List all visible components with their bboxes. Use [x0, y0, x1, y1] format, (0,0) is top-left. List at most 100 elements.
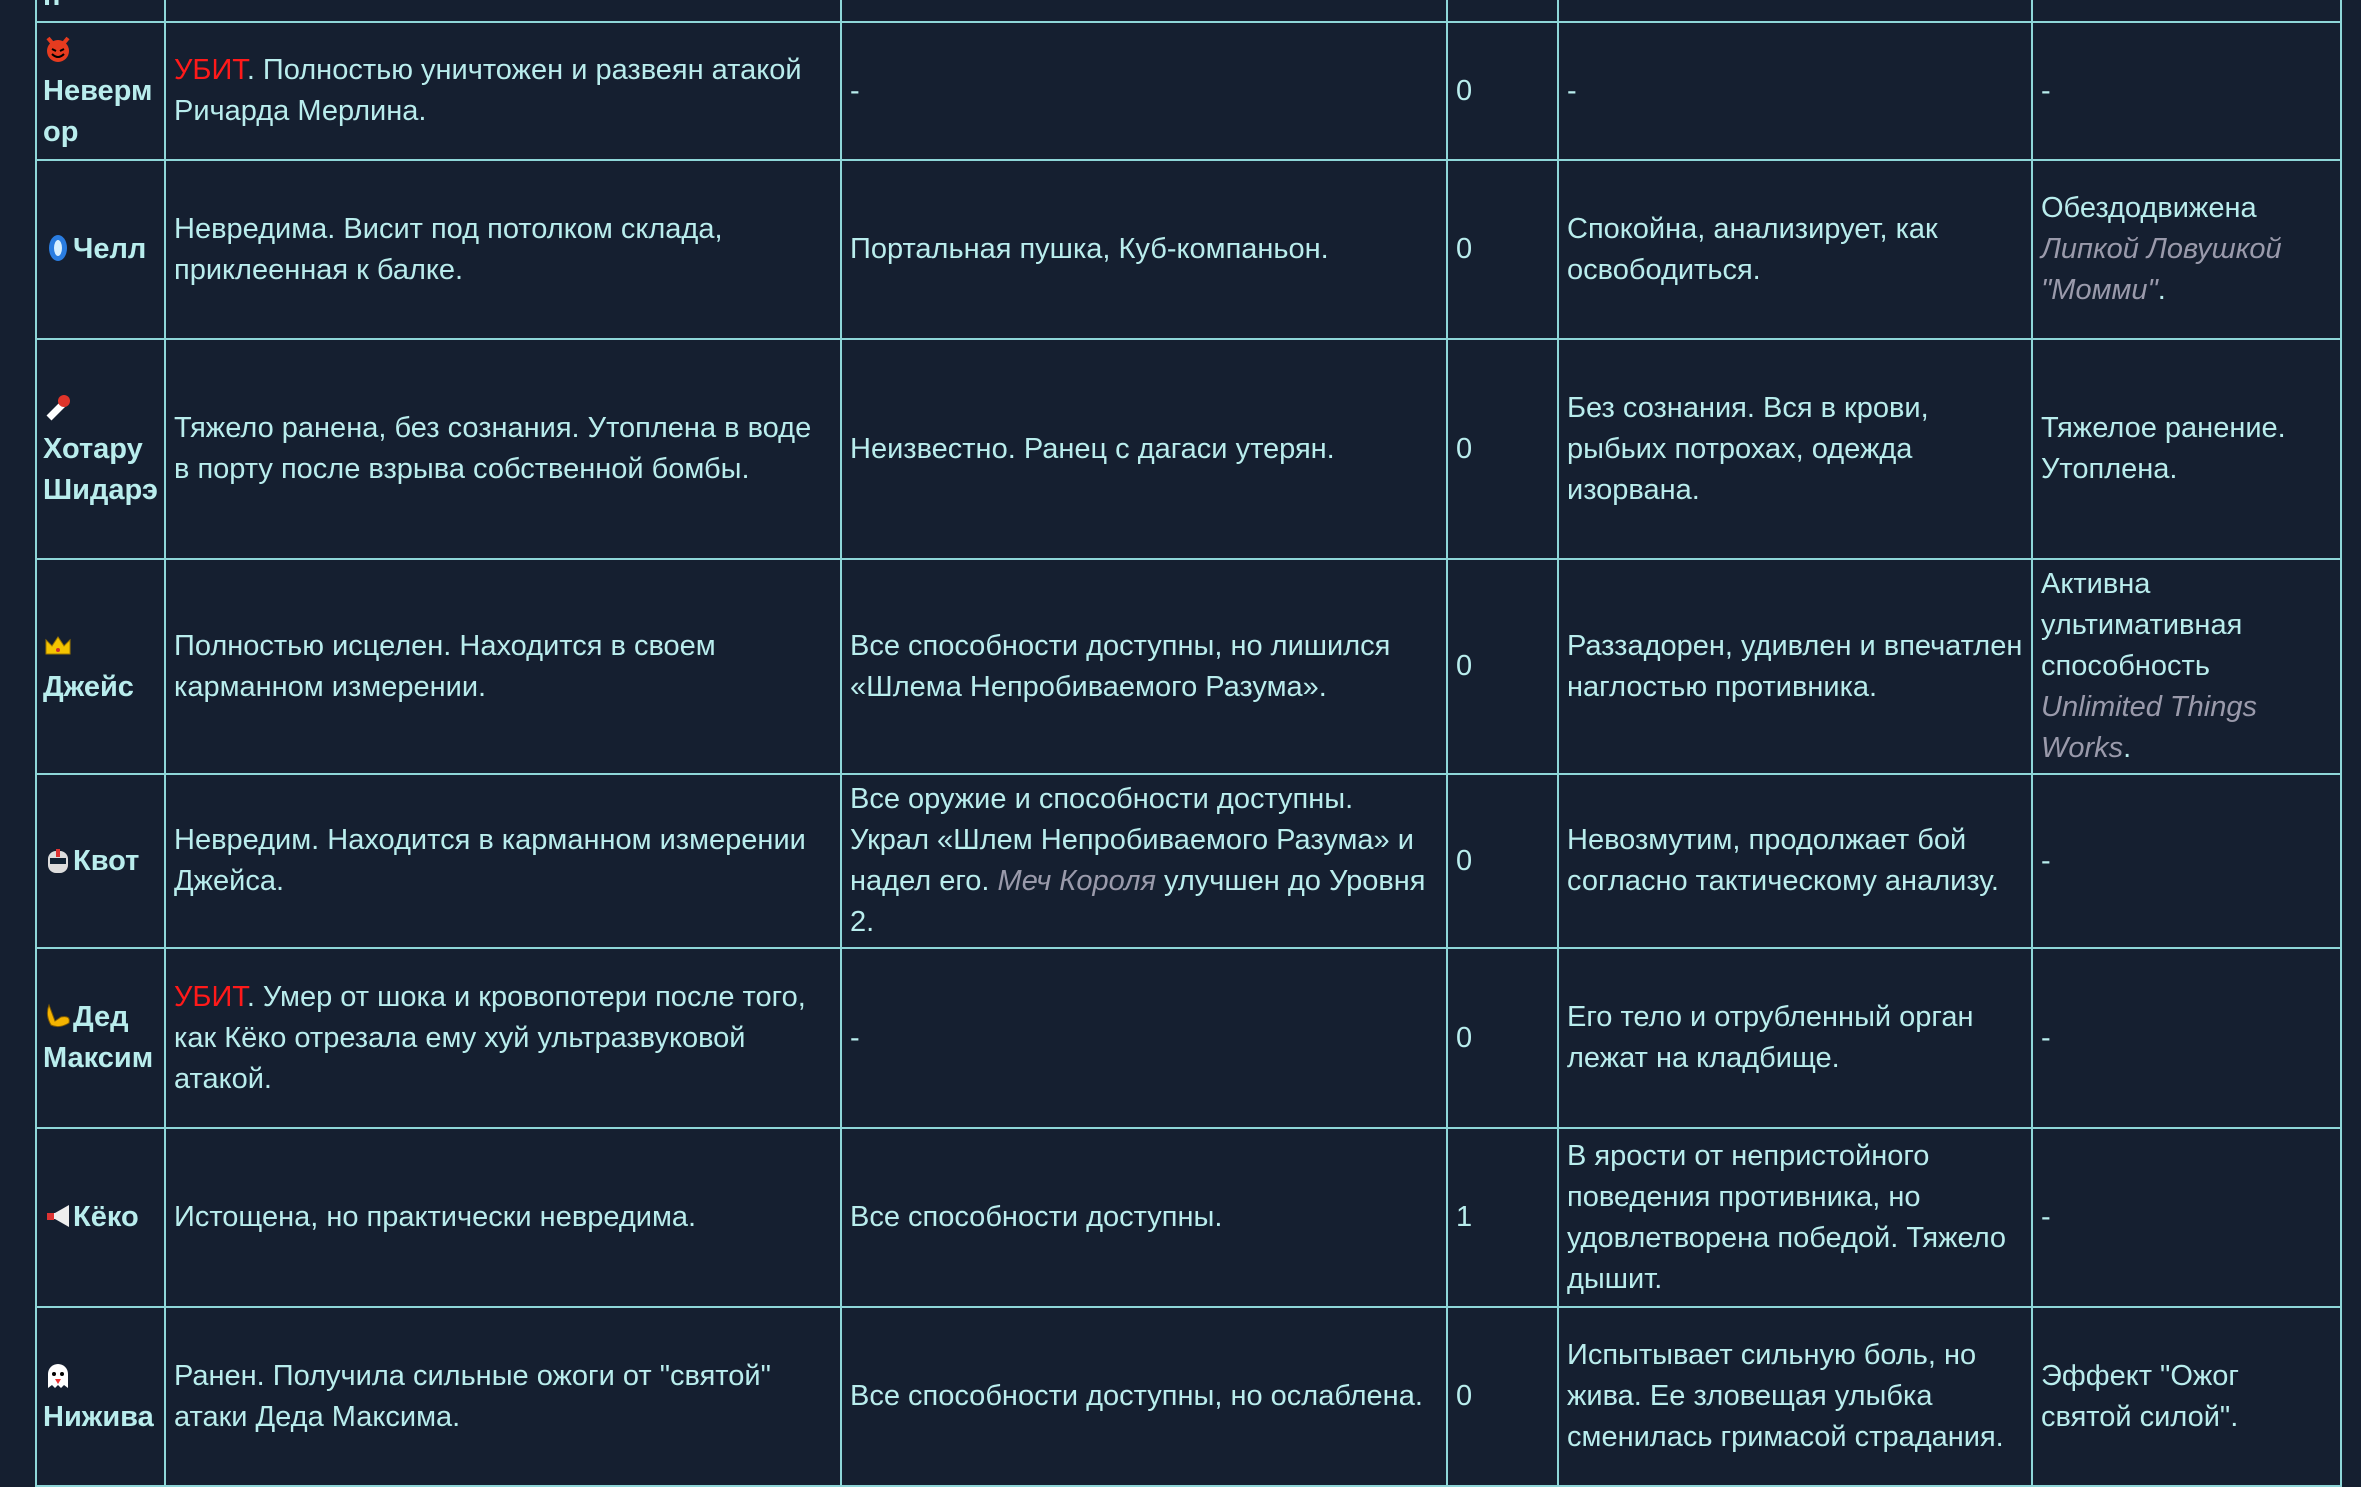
status-text: . Умер от шока и кровопотери после того,… — [174, 980, 806, 1095]
mood-cell: В ярости от непристойного поведения прот… — [1557, 1127, 2033, 1308]
count-cell: 0 — [1446, 21, 1559, 161]
status-cell: Тяжело ранена, без сознания. Утоплена в … — [164, 338, 842, 560]
megaphone-icon — [43, 1201, 73, 1231]
status-cell: Полностью исцелен. Находится в своем кар… — [164, 558, 842, 775]
mood-cell: Испытывает сильную боль, но жива. Ее зло… — [1557, 1306, 2033, 1487]
killed-label: УБИТ — [174, 54, 247, 86]
name-cell: Дед Максим — [35, 947, 166, 1129]
name-cell: Нижива — [35, 1306, 166, 1487]
equipment-cell: Портальная пушка, Куб-компаньон. — [840, 159, 1448, 340]
count-value: 0 — [1456, 233, 1473, 265]
count-value: 0 — [1456, 432, 1473, 465]
mood-text: Без сознания. Вся в крови, рыбьих потрох… — [1567, 391, 1929, 506]
character-name: Нижива — [43, 1400, 154, 1433]
text-segment: - — [2041, 844, 2051, 877]
effects-cell: - — [2031, 947, 2342, 1129]
table-row: Квот Невредим. Находится в карманном изме… — [35, 773, 2342, 949]
equipment-cell: Все способности доступны, но лишился «Шл… — [840, 558, 1448, 775]
mood-cell: - — [1557, 21, 2033, 161]
crown-icon — [43, 630, 73, 660]
text-segment: - — [2041, 1021, 2051, 1054]
count-value: 1 — [1456, 1201, 1473, 1233]
name-cell: Квот — [35, 773, 166, 949]
table-row: Нижива Ранен. Получила сильные ожоги от "… — [35, 1306, 2342, 1487]
text-segment: Эффект "Ожог святой силой". — [2041, 1359, 2240, 1433]
status-text: Невредима. Висит под потолком склада, пр… — [174, 212, 723, 286]
status-cell: Ранен. Получила сильные ожоги от "святой… — [164, 1306, 842, 1487]
killed-label: УБИТ — [174, 980, 247, 1013]
text-segment: Все способности доступны, но лишился «Шл… — [850, 629, 1391, 703]
table-row: Джейс Полностью исцелен. Находится в свое… — [35, 558, 2342, 775]
character-name: Челл — [73, 233, 147, 265]
count-value: 0 — [1456, 74, 1473, 107]
status-text: Ранен. Получила сильные ожоги от "святой… — [174, 1359, 771, 1433]
text-segment: Тяжелое ранение. Утоплена. — [2041, 412, 2286, 485]
status-cell: УБИТ. Полностью уничтожен и развеян атак… — [164, 21, 842, 161]
effects-cell: - — [2031, 21, 2342, 161]
equipment-cell: - — [840, 21, 1448, 161]
text-segment: Все способности доступны, но ослаблена. — [850, 1380, 1423, 1412]
equipment-cell: Все способности доступны. — [840, 1127, 1448, 1308]
table-row: Хотару Шидарэ Тяжело ранена, без сознания… — [35, 338, 2342, 560]
italic-term: Меч Короля — [997, 865, 1156, 897]
mood-text: Раззадорен, удивлен и впечатлен наглость… — [1567, 629, 2023, 703]
count-cell: 0 — [1446, 1306, 1559, 1487]
count-cell: 1 — [1446, 1127, 1559, 1308]
mood-text: Его тело и отрубленный орган лежат на кл… — [1567, 1001, 1974, 1074]
mood-cell: Без сознания. Вся в крови, рыбьих потрох… — [1557, 338, 2033, 560]
count-cell: 0 — [1446, 159, 1559, 340]
mood-text: Спокойна, анализирует, как освободиться. — [1567, 212, 1938, 286]
character-name: Неверм ор — [43, 74, 153, 148]
text-segment: Обездодвижена — [2041, 192, 2257, 224]
effects-cell: Обездодвижена Липкой Ловушкой "Момми". — [2031, 159, 2342, 340]
italic-term: Unlimited Things Works — [2041, 691, 2257, 764]
count-value: 0 — [1456, 650, 1473, 682]
character-name: Квот — [73, 844, 140, 877]
mood-cell: Спокойна, анализирует, как освободиться. — [1557, 159, 2033, 340]
status-cell: УБИТ. Умер от шока и кровопотери после т… — [164, 947, 842, 1129]
effects-cell: Активна ультимативная способность Unlimi… — [2031, 558, 2342, 775]
text-segment: - — [850, 74, 860, 107]
text-segment: Все способности доступны. — [850, 1201, 1223, 1233]
name-cell: Кёко — [35, 1127, 166, 1308]
text-segment: - — [2041, 1201, 2051, 1233]
character-name: Кёко — [73, 1201, 139, 1233]
character-name: Хотару Шидарэ — [43, 432, 158, 506]
text-segment: улучшен до Уровня 2. — [850, 865, 1426, 938]
text-segment: - — [2041, 74, 2051, 107]
count-value: 0 — [1456, 844, 1473, 877]
status-cell: Невредим. Находится в карманном измерени… — [164, 773, 842, 949]
table-row: Неверм ор УБИТ. Полностью уничтожен и раз… — [35, 21, 2342, 161]
name-cell: Джейс — [35, 558, 166, 775]
character-name: Дед Максим — [43, 1001, 154, 1074]
bomb-icon — [43, 392, 73, 422]
character-name: Джейс — [43, 670, 134, 703]
mood-cell: Раззадорен, удивлен и впечатлен наглость… — [1557, 558, 2033, 775]
mood-text: Невозмутим, продолжает бой согласно такт… — [1567, 824, 1999, 897]
status-text: . Полностью уничтожен и развеян атакой Р… — [174, 54, 802, 127]
text-segment: Активна ультимативная способность — [2041, 568, 2243, 682]
mood-text: В ярости от непристойного поведения прот… — [1567, 1139, 2007, 1295]
table-row: Челл Невредима. Висит под потолком склада… — [35, 159, 2342, 340]
count-value: 0 — [1456, 1380, 1473, 1412]
effects-cell: - — [2031, 773, 2342, 949]
mood-cell: Его тело и отрубленный орган лежат на кл… — [1557, 947, 2033, 1129]
name-cell: Хотару Шидарэ — [35, 338, 166, 560]
status-cell: Невредима. Висит под потолком склада, пр… — [164, 159, 842, 340]
table-row-partial: п — [35, 0, 2342, 23]
equipment-cell: Неизвестно. Ранец с дагаси утерян. — [840, 338, 1448, 560]
status-text: Полностью исцелен. Находится в своем кар… — [174, 629, 716, 703]
effects-cell: Тяжелое ранение. Утоплена. — [2031, 338, 2342, 560]
text-segment: Портальная пушка, Куб-компаньон. — [850, 233, 1329, 265]
table-row: Дед Максим УБИТ. Умер от шока и кровопоте… — [35, 947, 2342, 1129]
status-text: Истощена, но практически невредима. — [174, 1201, 697, 1233]
effects-cell: - — [2031, 1127, 2342, 1308]
count-value: 0 — [1456, 1021, 1473, 1054]
text-segment: . — [2123, 732, 2132, 764]
text-segment: Неизвестно. Ранец с дагаси утерян. — [850, 432, 1335, 465]
status-cell: Истощена, но практически невредима. — [164, 1127, 842, 1308]
text-segment: - — [850, 1021, 860, 1054]
name-cell: Челл — [35, 159, 166, 340]
effects-cell: Эффект "Ожог святой силой". — [2031, 1306, 2342, 1487]
